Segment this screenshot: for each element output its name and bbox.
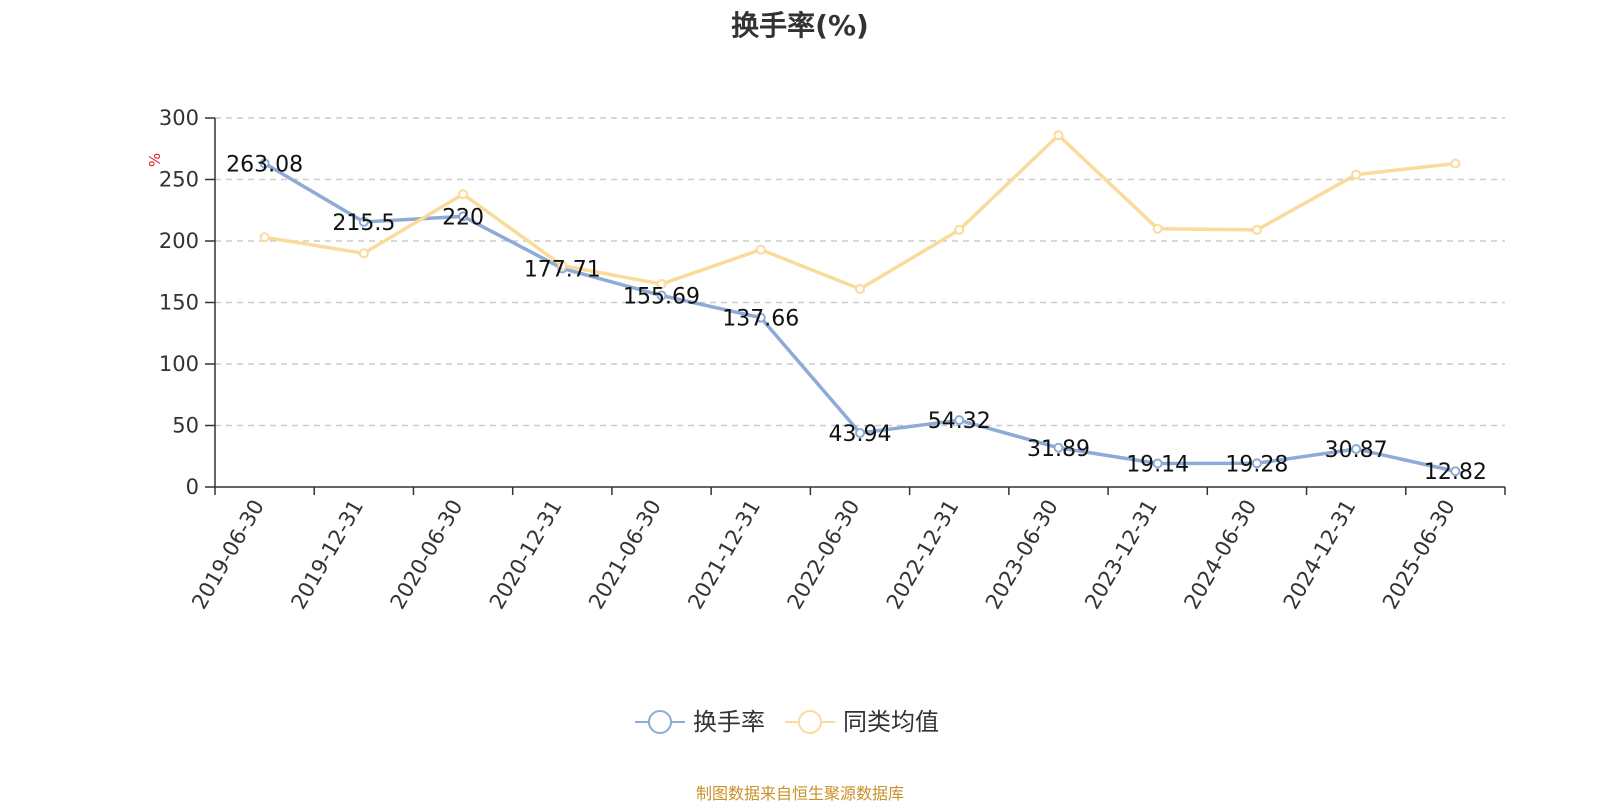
data-label: 54.32 [928, 409, 991, 434]
data-label: 31.89 [1027, 437, 1090, 462]
data-labels: 263.08 215.5 220 177.71 155.69 137.66 43.94 54.… [226, 152, 1487, 485]
data-point[interactable] [656, 279, 667, 290]
data-point[interactable] [1450, 466, 1461, 477]
data-point[interactable] [358, 216, 369, 227]
data-label: 30.87 [1325, 438, 1388, 463]
data-point[interactable] [1450, 158, 1461, 169]
data-point[interactable] [1351, 169, 1362, 180]
data-label: 137.66 [722, 307, 799, 332]
data-point[interactable] [954, 224, 965, 235]
y-axis-label: % [146, 153, 164, 167]
data-point[interactable] [954, 415, 965, 426]
data-point[interactable] [259, 232, 270, 243]
x-tick-label: 2019-06-30 [187, 496, 269, 614]
y-tick-label: 200 [159, 229, 199, 253]
data-point[interactable] [855, 427, 865, 438]
data-label: 263.08 [226, 152, 303, 177]
data-point[interactable] [1053, 130, 1064, 141]
y-tick-label: 250 [159, 168, 199, 192]
data-label: 19.14 [1126, 452, 1189, 477]
y-tick-label: 300 [159, 106, 199, 130]
data-point[interactable] [1152, 458, 1163, 469]
gridlines [215, 117, 1505, 427]
data-label: 177.71 [524, 257, 601, 282]
data-point[interactable] [1152, 223, 1163, 234]
data-point[interactable] [358, 248, 369, 259]
data-label: 155.69 [623, 285, 700, 310]
y-tick-label: 50 [172, 414, 199, 438]
data-label: 19.28 [1225, 452, 1288, 477]
legend[interactable]: 换手率 同类均值 [635, 708, 939, 736]
x-tick-label: 2023-12-31 [1080, 496, 1162, 614]
data-source-note: 制图数据来自恒生聚源数据库 [695, 784, 904, 803]
data-label: 220 [442, 205, 484, 230]
x-tick-label: 2025-06-30 [1378, 496, 1460, 614]
data-point[interactable] [656, 290, 667, 301]
y-tick-label: 100 [159, 352, 199, 376]
data-point[interactable] [1053, 442, 1064, 453]
data-label: 43.94 [829, 422, 892, 447]
data-point[interactable] [458, 189, 469, 200]
legend-item-2[interactable]: 同类均值 [785, 708, 939, 736]
y-tick-label: 150 [159, 291, 199, 315]
data-point[interactable] [855, 283, 865, 294]
chart-title: 换手率(%) [731, 9, 869, 42]
x-tick-label: 2024-06-30 [1179, 496, 1261, 614]
data-point[interactable] [1351, 444, 1362, 455]
series-lines [259, 130, 1461, 477]
x-tick-label: 2024-12-31 [1279, 496, 1361, 614]
data-point[interactable] [557, 260, 568, 271]
x-tick-label: 2021-12-31 [683, 496, 765, 614]
x-tick-label: 2020-06-30 [386, 495, 468, 613]
x-tick-label: 2022-12-31 [882, 495, 964, 613]
data-point[interactable] [755, 244, 766, 255]
data-point[interactable] [755, 312, 766, 323]
legend-label: 同类均值 [843, 708, 939, 736]
legend-item-1[interactable]: 换手率 [635, 708, 765, 736]
legend-marker [798, 710, 822, 734]
x-tick-label: 2019-12-31 [286, 496, 368, 614]
x-tick-label: 2022-06-30 [783, 496, 865, 614]
data-point[interactable] [259, 158, 270, 169]
x-tick-label: 2023-06-30 [981, 496, 1063, 614]
x-tick-label: 2020-12-31 [485, 496, 567, 614]
data-point[interactable] [458, 211, 469, 222]
y-tick-label: 0 [186, 475, 199, 499]
data-point[interactable] [1251, 458, 1262, 469]
data-point[interactable] [1251, 224, 1262, 235]
legend-marker [648, 710, 672, 734]
legend-label: 换手率 [693, 708, 765, 736]
data-label: 215.5 [332, 211, 395, 236]
x-tick-label: 2021-06-30 [584, 496, 666, 614]
data-label: 12.82 [1424, 460, 1487, 485]
